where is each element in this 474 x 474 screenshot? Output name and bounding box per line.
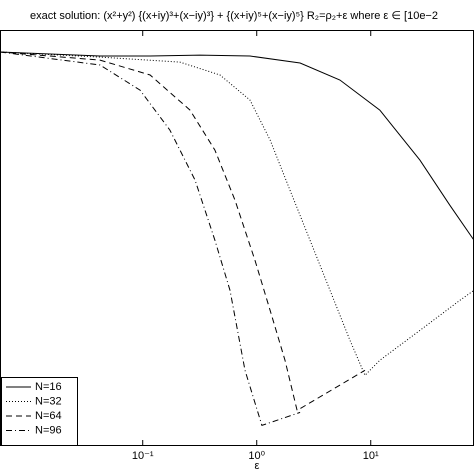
data-line [0, 51, 366, 412]
legend-label: N=16 [35, 381, 62, 393]
legend-label: N=64 [35, 410, 62, 422]
data-line [0, 51, 301, 427]
legend-label: N=32 [35, 395, 62, 407]
x-tick-label: 10⁻¹ [132, 450, 154, 462]
x-tick-label: 10¹ [363, 450, 379, 462]
legend-label: N=96 [35, 424, 62, 436]
x-axis-label: ε [255, 460, 260, 472]
data-line [0, 51, 474, 241]
legend-box [1, 377, 78, 446]
x-tick-label: 10⁰ [248, 450, 265, 462]
chart-title: exact solution: (x²+y²) {(x+iy)³+(x−iy)³… [30, 10, 438, 22]
